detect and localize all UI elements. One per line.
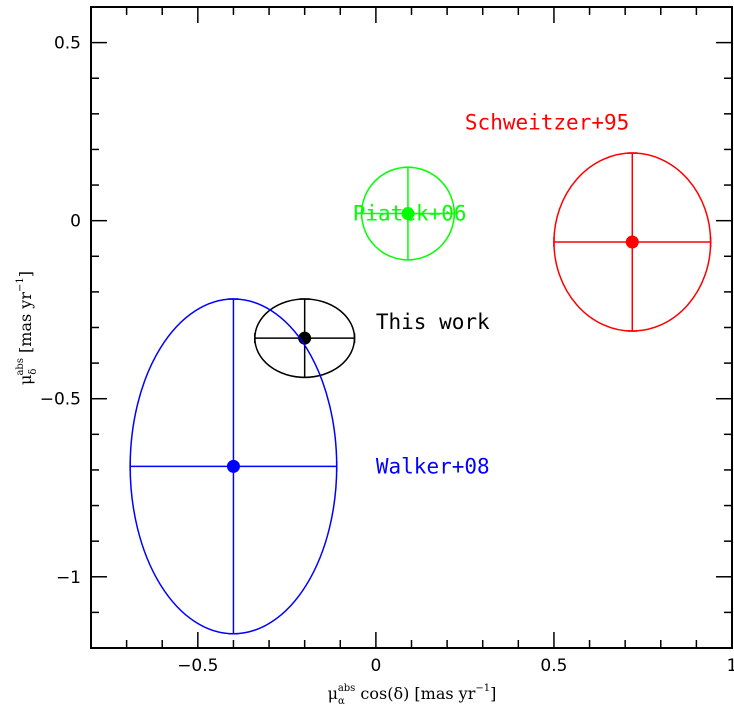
x-label-sup: abs [338, 683, 356, 694]
x-label-exp: −1 [475, 683, 490, 694]
x-tick-label: 0.5 [540, 656, 567, 676]
plot-frame [90, 6, 733, 649]
y-label-sub: δ [28, 369, 39, 375]
y-tick-label: 0.5 [54, 34, 81, 54]
y-label-symbol: μ [16, 375, 35, 385]
piatek-06-point [401, 207, 415, 221]
y-tick-label: −1 [56, 568, 81, 588]
y-tick-label: 0 [70, 212, 81, 232]
x-tick-label: 1 [727, 656, 734, 676]
x-label-end: ] [490, 684, 496, 703]
y-label-exp: −1 [15, 277, 26, 292]
x-label-sub: α [338, 696, 345, 704]
y-tick-label: −0.5 [40, 390, 81, 410]
schweitzer-95-label: Schweitzer+95 [465, 111, 629, 135]
y-label-end: ] [16, 271, 35, 277]
y-axis-label: μδabs [mas yr−1] [15, 271, 39, 385]
x-label-symbol: μ [328, 684, 338, 703]
x-label-text: cos(δ) [mas yr [355, 684, 475, 703]
x-tick-label: 0 [370, 656, 381, 676]
y-label-sup: abs [15, 358, 26, 376]
x-axis-label: μα abs cos(δ) [mas yr−1] [328, 683, 497, 704]
chart-marks [129, 152, 712, 635]
walker-08-label: Walker+08 [376, 454, 490, 478]
x-tick-label: −0.5 [177, 656, 218, 676]
schweitzer-95-point [625, 235, 639, 249]
tick-labels: −0.5 0 0.5 1 −1 −0.5 0 0.5 [40, 34, 734, 676]
walker-08-point [226, 459, 240, 473]
series-annotations: This work Piatek+06 Schweitzer+95 Walker+08 [353, 111, 630, 479]
this-work-label: This work [376, 310, 490, 334]
y-label-text: [mas yr [16, 292, 35, 358]
piatek-06-label: Piatek+06 [353, 202, 467, 226]
